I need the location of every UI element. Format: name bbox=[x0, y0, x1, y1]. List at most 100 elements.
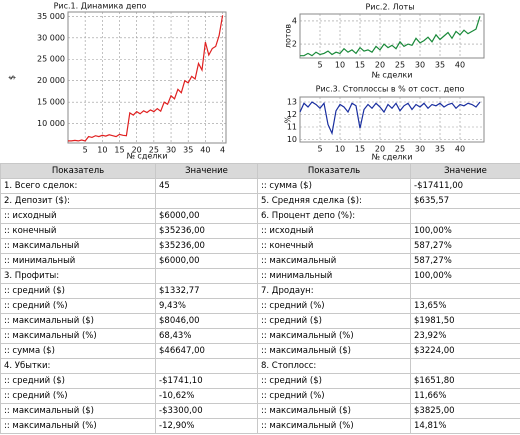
table-cell: :: исходный bbox=[0, 208, 156, 224]
header-row: Показатель Значение Показатель Значение bbox=[0, 163, 520, 179]
table-cell: 5. Средняя сделка ($): bbox=[257, 193, 411, 209]
x-axis-label: № сделки bbox=[372, 71, 413, 80]
table-cell: 3. Профиты: bbox=[0, 268, 156, 284]
x-tick-label: 35 bbox=[435, 61, 445, 70]
x-tick-label: 25 bbox=[149, 146, 159, 155]
table-row: :: конечный $35236,00:: исходный 100,00% bbox=[0, 223, 520, 239]
table-cell: :: средний ($) bbox=[257, 373, 411, 389]
table-cell: 11,66% bbox=[410, 388, 520, 404]
table-cell: :: максимальный ($) bbox=[0, 313, 156, 329]
table-cell: -12,90% bbox=[155, 418, 258, 434]
y-tick-label: 10 000 bbox=[37, 119, 65, 128]
data-line bbox=[68, 15, 224, 142]
x-tick-label: 20 bbox=[375, 145, 385, 154]
table-cell bbox=[410, 358, 520, 374]
table-cell: 1. Всего сделок: bbox=[0, 178, 156, 194]
table-cell: 8. Стоплосс: bbox=[257, 358, 411, 374]
table-row: :: максимальный (%) -12,90%:: максимальны… bbox=[0, 418, 520, 434]
x-tick-label: 4 bbox=[220, 146, 225, 155]
table-row: 3. Профиты::: минимальный 100,00% bbox=[0, 268, 520, 284]
x-tick-label: 40 bbox=[455, 145, 465, 154]
table-cell bbox=[155, 193, 258, 209]
table-cell: 100,00% bbox=[410, 268, 520, 284]
x-tick-label: 30 bbox=[415, 61, 425, 70]
data-line bbox=[300, 16, 481, 57]
y-tick-label: 35 000 bbox=[37, 12, 65, 21]
table-cell bbox=[155, 268, 258, 284]
x-axis-label: № сделки bbox=[372, 153, 413, 162]
table-row: :: максимальный ($) -$3300,00:: максималь… bbox=[0, 403, 520, 419]
table-row: :: средний ($) -$1741,10:: средний ($) $16… bbox=[0, 373, 520, 389]
table-row: 2. Депозит ($): 5. Средняя сделка ($): $63… bbox=[0, 193, 520, 209]
table-row: 4. Убытки: 8. Стоплосс: bbox=[0, 358, 520, 374]
table-cell: :: средний (%) bbox=[257, 298, 411, 314]
table-cell: $6000,00 bbox=[155, 208, 258, 224]
x-tick-label: 20 bbox=[132, 146, 142, 155]
table-cell: $1332,77 bbox=[155, 283, 258, 299]
y-tick-label: 15 000 bbox=[37, 98, 65, 107]
table-cell: -$1741,10 bbox=[155, 373, 258, 389]
table-cell: 23,92% bbox=[410, 328, 520, 344]
y-axis-label: лотов bbox=[284, 24, 293, 49]
table-cell: :: максимальный (%) bbox=[0, 418, 156, 434]
x-tick-label: 35 bbox=[435, 145, 445, 154]
table-cell: -10,62% bbox=[155, 388, 258, 404]
y-axis-label: $ bbox=[8, 75, 17, 80]
table-cell: 14,81% bbox=[410, 418, 520, 434]
table-cell: $3224,00 bbox=[410, 343, 520, 359]
x-tick-label: 30 bbox=[166, 146, 176, 155]
table-row: :: сумма ($) $46647,00:: максимальный ($)… bbox=[0, 343, 520, 359]
table-cell: :: максимальный ($) bbox=[0, 403, 156, 419]
table-cell: $6000,00 bbox=[155, 253, 258, 269]
table-row: 1. Всего сделок: 45:: сумма ($) -$17411,00 bbox=[0, 178, 520, 194]
x-tick-label: 15 bbox=[355, 145, 365, 154]
table-cell: 13,65% bbox=[410, 298, 520, 314]
chart-title: Рис.1. Динамика депо bbox=[54, 2, 147, 11]
chart-title: Рис.3. Стоплоссы в % от сост. депо bbox=[316, 85, 465, 94]
y-tick-label: 20 000 bbox=[37, 76, 65, 85]
header-cell: Показатель bbox=[0, 163, 156, 179]
x-tick-label: 40 bbox=[200, 146, 210, 155]
table-row: :: максимальный (%) 68,43%:: максимальный… bbox=[0, 328, 520, 344]
table-cell bbox=[155, 358, 258, 374]
stats-table: Показатель Значение Показатель Значение … bbox=[0, 163, 520, 434]
table-cell: :: максимальный bbox=[257, 253, 411, 269]
table-row: :: минимальный $6000,00:: максимальный 587… bbox=[0, 253, 520, 269]
table-cell: 587,27% bbox=[410, 238, 520, 254]
table-cell: :: минимальный bbox=[257, 268, 411, 284]
x-tick-label: 15 bbox=[355, 61, 365, 70]
chart-title: Рис.2. Лоты bbox=[365, 3, 414, 12]
y-tick-label: 11 bbox=[287, 123, 297, 132]
table-row: :: исходный $6000,00 6. Процент депо (%): bbox=[0, 208, 520, 224]
y-tick-label: 2 bbox=[292, 40, 297, 49]
table-cell: $8046,00 bbox=[155, 313, 258, 329]
x-tick-label: 5 bbox=[317, 145, 322, 154]
y-tick-label: 25 000 bbox=[37, 55, 65, 64]
table-cell: :: средний ($) bbox=[0, 373, 156, 389]
table-cell: :: конечный bbox=[257, 238, 411, 254]
table-cell bbox=[410, 208, 520, 224]
table-cell: $35236,00 bbox=[155, 238, 258, 254]
y-axis-label: % bbox=[284, 115, 293, 123]
table-cell: :: максимальный ($) bbox=[257, 343, 411, 359]
table-cell: :: конечный bbox=[0, 223, 156, 239]
table-row: :: средний (%) 9,43%:: средний (%) 13,65% bbox=[0, 298, 520, 314]
y-tick-label: 4 bbox=[292, 16, 297, 25]
x-axis-label: № сделки bbox=[127, 152, 168, 161]
x-tick-label: 10 bbox=[97, 146, 107, 155]
table-cell: $3825,00 bbox=[410, 403, 520, 419]
y-tick-label: 10 bbox=[287, 135, 297, 144]
x-tick-label: 25 bbox=[395, 145, 405, 154]
table-cell: $1651,80 bbox=[410, 373, 520, 389]
table-cell: 100,00% bbox=[410, 223, 520, 239]
x-tick-label: 25 bbox=[395, 61, 405, 70]
table-cell: :: минимальный bbox=[0, 253, 156, 269]
table-cell: :: максимальный bbox=[0, 238, 156, 254]
table-cell bbox=[410, 283, 520, 299]
x-tick-label: 30 bbox=[415, 145, 425, 154]
table-row: :: максимальный ($) $8046,00:: средний ($… bbox=[0, 313, 520, 329]
charts: Рис.1. Динамика депо $ № сделки 10 000 15 00… bbox=[8, 2, 485, 162]
table-cell: 9,43% bbox=[155, 298, 258, 314]
table-cell: :: максимальный (%) bbox=[257, 328, 411, 344]
table-cell: 2. Депозит ($): bbox=[0, 193, 156, 209]
